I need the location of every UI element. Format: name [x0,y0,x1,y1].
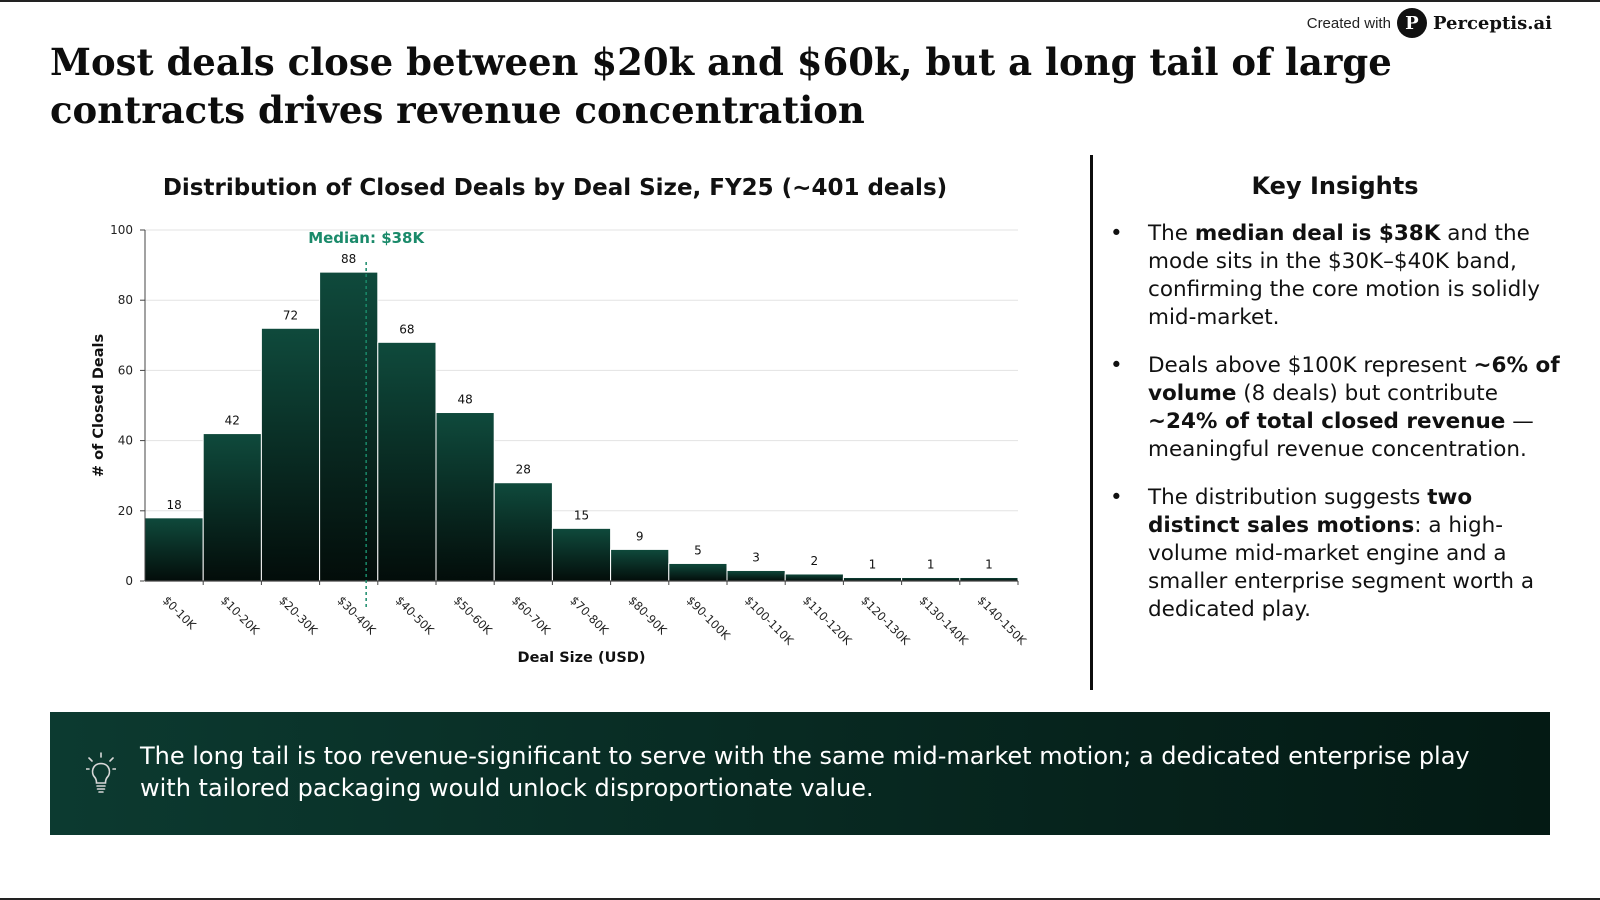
insights-list: The median deal is $38K and the mode sit… [1110,220,1560,624]
brand-prefix: Created with [1306,14,1391,32]
y-axis-title: # of Closed Deals [91,334,107,477]
y-tick-label: 100 [110,223,133,237]
insight-emphasis: median deal is $38K [1194,221,1441,246]
bar-value-label: 1 [869,557,877,571]
insight-item: Deals above $100K represent ~6% of volum… [1110,352,1560,464]
histogram-bar [377,341,437,582]
insights-title: Key Insights [1251,172,1419,200]
insight-text: (8 deals) but contribute [1236,381,1498,406]
x-tick-label: $70-80K [567,593,611,637]
bar-value-label: 88 [341,252,356,266]
x-tick-label: $20-30K [276,593,320,637]
histogram-bar [260,327,321,582]
histogram-bar [435,412,495,582]
bar-value-label: 1 [927,557,935,571]
bottom-border [0,898,1600,900]
bar-value-label: 42 [225,414,240,428]
bar-value-label: 3 [752,550,760,564]
median-label: Median: $38K [308,229,425,247]
bar-value-label: 72 [283,308,298,322]
brand-name: Perceptis.ai [1432,12,1552,34]
lightbulb-icon [86,752,116,793]
histogram-bar [202,433,262,582]
y-tick-label: 40 [118,434,133,448]
bar-value-label: 2 [810,554,818,568]
histogram-bar [726,569,786,582]
takeaway-banner: The long tail is too revenue-significant… [50,712,1550,835]
key-insights-panel: Key Insights The median deal is $38K and… [1110,172,1560,644]
x-axis-title: Deal Size (USD) [518,650,646,666]
bar-value-label: 9 [636,529,644,543]
insight-item: The distribution suggests two distinct s… [1110,484,1560,624]
insight-text: : a high-volume mid-market engine and a … [1148,513,1535,622]
y-tick-label: 80 [118,293,133,307]
brand-badge[interactable]: Created with P Perceptis.ai [1307,8,1552,38]
x-tick-label: $40-50K [393,593,437,637]
bar-value-label: 28 [516,463,531,477]
x-tick-label: $60-70K [509,593,553,637]
top-border [0,0,1600,2]
x-tick-label: $50-60K [451,593,495,637]
insight-emphasis: ~6% of volume [1148,353,1560,406]
chart-panel: 0 20 40 60 80 100 18 42 72 88 68 48 28 15 9 5 3 2 1 1 1 $0-10… [80,165,1060,695]
x-tick-label: $110-120K [800,593,855,648]
y-tick-label: 20 [118,504,133,518]
histogram-chart: 0 20 40 60 80 100 18 42 72 88 68 48 28 15 9 5 3 2 1 1 1 $0-10… [91,223,1030,666]
y-tick-label: 60 [118,363,133,377]
x-tick-label: $100-110K [742,593,797,648]
x-tick-label: $0-10K [160,593,199,632]
panel-divider [1090,155,1093,690]
bar-value-label: 1 [985,557,993,571]
x-tick-label: $120-130K [858,593,913,648]
histogram-bar [144,517,204,582]
insight-emphasis: two distinct sales motions [1148,485,1473,538]
insight-text: and the mode sits in the $30K–$40K band,… [1148,221,1540,330]
histogram-bar [784,573,844,582]
insight-text: The [1148,221,1195,246]
takeaway-text: The long tail is too revenue-significant… [140,742,1470,802]
insight-text: — meaningful revenue concentration. [1148,409,1534,462]
chart-title: Distribution of Closed Deals by Deal Siz… [162,175,948,201]
x-tick-label: $130-140K [917,593,972,648]
y-tick-label: 0 [125,574,133,588]
bar-value-label: 68 [399,322,414,336]
insight-emphasis: ~24% of total closed revenue [1148,409,1506,434]
x-tick-label: $140-150K [975,593,1030,648]
insight-text: Deals above $100K represent [1148,353,1474,378]
bar-value-label: 48 [457,393,472,407]
histogram-bar [551,527,612,582]
x-tick-label: $10-20K [218,593,262,637]
bar-value-label: 15 [574,508,589,522]
x-tick-label: $80-90K [626,593,670,637]
brand-logo-icon: P [1396,8,1427,38]
histogram-bar [319,271,379,582]
insight-text: The distribution suggests [1148,485,1428,510]
x-tick-label: $90-100K [684,593,734,643]
insight-item: The median deal is $38K and the mode sit… [1110,220,1560,332]
histogram-bar [668,562,728,582]
bar-value-label: 18 [166,498,181,512]
histogram-bar [610,548,670,582]
x-tick-label: $30-40K [335,593,379,637]
page-headline: Most deals close between $20k and $60k, … [50,40,1392,132]
bar-value-label: 5 [694,543,702,557]
histogram-bar [493,482,553,582]
